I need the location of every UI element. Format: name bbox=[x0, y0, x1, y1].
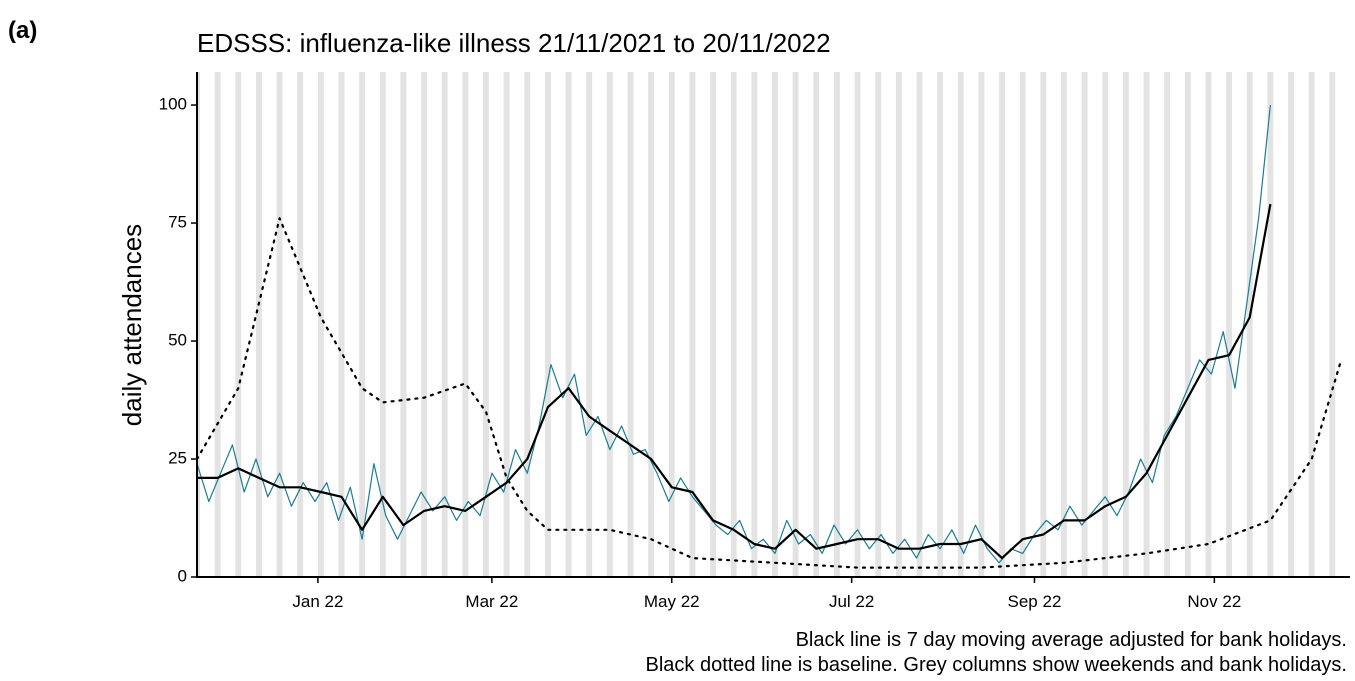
panel-label: (a) bbox=[8, 17, 37, 44]
weekend-column bbox=[1061, 72, 1067, 577]
weekend-column bbox=[503, 72, 510, 577]
weekend-column bbox=[524, 72, 531, 577]
weekend-column bbox=[421, 72, 428, 577]
weekend-column bbox=[235, 72, 242, 577]
x-tick-label: May 22 bbox=[644, 592, 700, 611]
series-line bbox=[197, 203, 1272, 560]
weekend-column bbox=[214, 72, 221, 577]
weekend-column bbox=[710, 72, 716, 577]
weekend-column bbox=[730, 72, 737, 577]
weekend-column bbox=[462, 72, 469, 577]
weekend-column bbox=[1246, 72, 1253, 577]
weekend-column bbox=[441, 72, 448, 577]
weekend-column bbox=[1329, 72, 1336, 577]
weekend-column bbox=[565, 72, 572, 577]
weekend-column bbox=[1019, 72, 1026, 577]
weekend-column bbox=[359, 72, 366, 577]
weekend-column bbox=[297, 72, 304, 577]
weekend-column bbox=[379, 72, 386, 577]
weekend-column bbox=[957, 72, 964, 577]
x-tick-label: Nov 22 bbox=[1187, 592, 1241, 611]
x-tick-label: Jul 22 bbox=[829, 592, 874, 611]
weekend-column bbox=[1267, 72, 1274, 577]
chart-title: EDSSS: influenza-like illness 21/11/2021… bbox=[197, 28, 831, 58]
series-line bbox=[196, 104, 1271, 564]
weekend-column bbox=[586, 72, 593, 577]
weekend-column bbox=[999, 72, 1005, 577]
weekend-column bbox=[1122, 72, 1129, 577]
weekend-column bbox=[648, 72, 655, 577]
weekend-column bbox=[1143, 72, 1150, 577]
y-tick-label: 75 bbox=[168, 213, 187, 232]
note: Black dotted line is baseline. Grey colu… bbox=[645, 654, 1347, 676]
weekend-column bbox=[483, 72, 489, 577]
weekend-column bbox=[276, 72, 283, 577]
weekend-column bbox=[916, 72, 923, 577]
y-tick-label: 0 bbox=[178, 566, 187, 585]
y-tick-label: 50 bbox=[168, 331, 187, 350]
weekend-column bbox=[689, 72, 696, 577]
weekend-column bbox=[978, 72, 985, 577]
weekend-column bbox=[813, 72, 820, 577]
weekend-column bbox=[875, 72, 882, 577]
weekend-column bbox=[937, 72, 944, 577]
weekend-column bbox=[772, 72, 778, 577]
weekend-column bbox=[854, 72, 861, 577]
weekend-column bbox=[668, 72, 675, 577]
note: Black line is 7 day moving average adjus… bbox=[796, 629, 1347, 651]
weekend-column bbox=[1226, 72, 1233, 577]
weekend-column bbox=[833, 72, 840, 577]
weekend-column bbox=[1308, 72, 1315, 577]
x-tick-label: Mar 22 bbox=[465, 592, 518, 611]
weekend-column bbox=[1081, 72, 1088, 577]
weekend-column bbox=[1102, 72, 1109, 577]
weekend-column bbox=[895, 72, 902, 577]
weekend-column bbox=[606, 72, 613, 577]
y-axis-label: daily attendances bbox=[117, 224, 147, 426]
weekend-column bbox=[544, 72, 551, 577]
weekend-column bbox=[255, 72, 262, 577]
weekend-column bbox=[627, 72, 634, 577]
weekend-column bbox=[1184, 72, 1191, 577]
weekend-column bbox=[751, 72, 758, 577]
weekend-column bbox=[792, 72, 799, 577]
weekend-column bbox=[197, 72, 200, 577]
y-tick-label: 100 bbox=[159, 95, 187, 114]
weekend-column bbox=[1164, 72, 1171, 577]
series-line bbox=[195, 217, 1343, 569]
x-tick-label: Jan 22 bbox=[292, 592, 343, 611]
weekend-column bbox=[1288, 72, 1294, 577]
weekend-column bbox=[1205, 72, 1212, 577]
weekend-column bbox=[317, 72, 324, 577]
weekend-column bbox=[400, 72, 407, 577]
weekend-column bbox=[1040, 72, 1047, 577]
y-tick-label: 25 bbox=[168, 448, 187, 467]
x-tick-label: Sep 22 bbox=[1008, 592, 1062, 611]
weekend-column bbox=[338, 72, 345, 577]
